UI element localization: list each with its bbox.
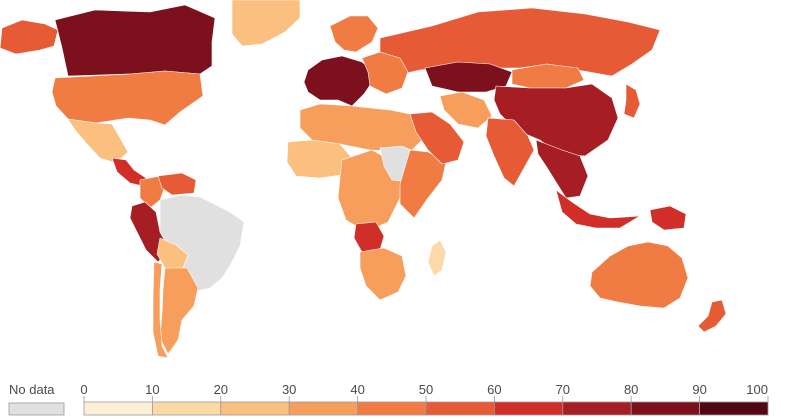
legend-bin-90-100 [699,401,769,416]
legend-ticks: 0 10 20 30 40 50 60 70 80 90 100 [80,382,769,402]
legend-tick-label: 30 [282,382,296,397]
region-canada [54,4,216,77]
legend-tick-label: 100 [746,382,768,397]
legend-bin-50-60 [425,401,495,416]
region-papua-new-guinea [649,205,687,231]
legend-no-data-swatch [8,402,65,416]
region-indonesia [555,189,641,229]
legend-bin-10-20 [151,401,222,416]
legend-bin-60-70 [493,401,564,416]
legend-tick-label: 80 [624,382,638,397]
region-russia [379,7,661,77]
region-argentina [159,267,199,355]
region-southern-africa [359,247,407,301]
region-arabian-peninsula [409,111,465,165]
region-madagascar [427,239,447,277]
world-map [0,0,727,359]
legend-tick-label: 70 [556,382,570,397]
legend-tick-label: 50 [419,382,433,397]
legend-bin-80-90 [630,401,701,416]
region-chile [152,261,169,359]
legend-no-data-label: No data [9,382,55,397]
region-angola [353,221,385,253]
legend-tick-label: 20 [214,382,228,397]
region-china [493,83,619,157]
region-united-states [51,70,204,126]
region-mongolia [511,63,585,89]
legend-tick-label: 10 [145,382,159,397]
legend-bin-30-40 [288,401,359,416]
legend-tick-label: 0 [80,382,87,397]
legend-bin-0-10 [83,401,153,416]
region-mexico [67,118,129,164]
legend-bin-40-50 [357,401,427,416]
region-western-europe [303,55,373,107]
region-australia [589,241,689,309]
color-legend: No data 0 10 20 30 40 50 60 70 80 90 100 [8,382,769,416]
region-central-asia [424,61,513,93]
legend-tick-label: 60 [487,382,501,397]
region-southeast-asia [535,139,589,199]
legend-scale [83,401,769,416]
region-venezuela [157,172,197,196]
region-north-africa [299,103,423,153]
legend-bin-20-30 [220,401,290,416]
legend-tick-label: 40 [350,382,364,397]
region-eastern-europe [361,51,409,95]
region-new-zealand [697,299,727,333]
region-india [485,117,535,187]
legend-bin-70-80 [562,401,632,416]
region-greenland [231,0,301,47]
region-iran [439,91,493,129]
legend-tick-label: 90 [692,382,706,397]
region-japan [623,83,641,119]
region-scandinavia [329,15,379,53]
region-alaska [0,19,59,55]
